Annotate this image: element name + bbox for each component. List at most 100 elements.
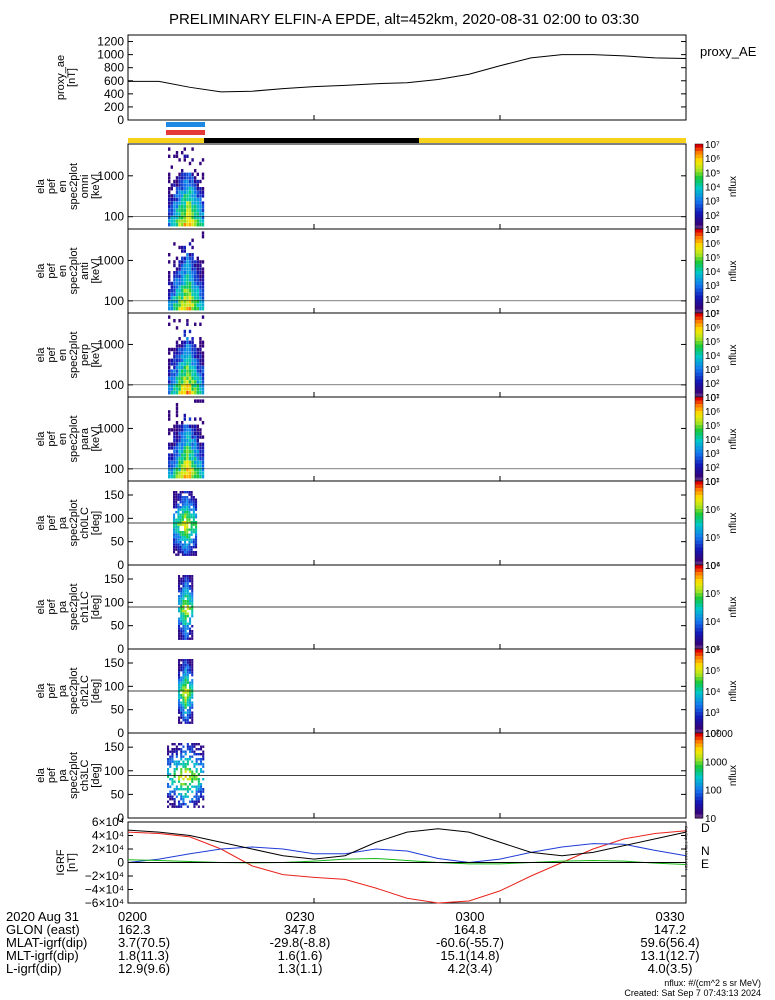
flux-cell [188, 521, 191, 524]
colorbar-cell [695, 807, 703, 812]
flux-cell [177, 503, 180, 506]
panel-frame [127, 312, 687, 398]
flux-cell [180, 607, 183, 610]
flux-cell [178, 278, 181, 282]
flux-cell [168, 176, 171, 180]
flux-cell [178, 428, 181, 432]
flux-cell [195, 763, 198, 766]
flux-cell [183, 201, 186, 205]
flux-cell [178, 760, 181, 763]
flux-cell [199, 387, 202, 391]
flux-cell [186, 531, 189, 534]
flux-cell [201, 187, 205, 191]
flux-cell [175, 526, 178, 529]
colorbar-frame [694, 732, 704, 819]
flux-cell [188, 376, 192, 380]
flux-cell [181, 347, 184, 352]
series-proxy_ae [128, 54, 687, 93]
footer-value: 4.0(3.5) [647, 961, 693, 976]
flux-cell [178, 775, 181, 778]
flux-cell [186, 358, 189, 362]
flux-cell [182, 620, 185, 623]
flux-cell [194, 399, 197, 403]
colorbar-cell [695, 628, 703, 633]
flux-cell [196, 212, 199, 216]
flux-cell [171, 795, 174, 798]
flux-cell [180, 630, 183, 633]
flux-cell [189, 716, 192, 719]
panel-9: ela pef pa spec2plot ch3LC [deg]0501001501010… [35, 729, 739, 825]
flux-cell [191, 659, 194, 662]
colorbar-tick: 10² [705, 379, 720, 390]
flux-cell [201, 303, 205, 307]
flux-cell [168, 281, 171, 286]
flux-cell [184, 770, 187, 773]
flux-cell [201, 289, 205, 293]
flux-cell [200, 745, 203, 748]
flux-cell [191, 457, 194, 461]
colorbar-cell [695, 635, 703, 640]
flux-cell [190, 541, 193, 544]
flux-cell [178, 442, 181, 446]
flux-cell [184, 546, 187, 549]
flux-cell [175, 201, 179, 205]
colorbar-cell [695, 771, 703, 777]
flux-cell [191, 719, 194, 722]
flux-cell [173, 471, 176, 475]
flux-cell [191, 215, 194, 220]
flux-cell [181, 351, 184, 355]
flux-cell [201, 446, 205, 450]
flux-cell [186, 307, 189, 311]
flux-cell [180, 681, 183, 684]
footer-label: MLAT-igrf(dip) [6, 935, 88, 950]
flux-cell [188, 299, 192, 304]
flux-cell [186, 274, 189, 278]
flux-cell [180, 773, 183, 776]
legend-N: N [701, 844, 710, 858]
flux-cell [195, 785, 198, 788]
flux-cell [178, 711, 181, 714]
colorbar-tick: 10000 [705, 729, 733, 740]
flux-cell [177, 493, 180, 496]
flux-cell [201, 442, 205, 446]
flux-cell [175, 449, 179, 454]
flux-cell [178, 575, 181, 578]
flux-cell [201, 231, 205, 235]
flux-cell [183, 457, 186, 461]
flux-cell [183, 219, 186, 223]
flux-cell [175, 344, 179, 348]
flux-cell [188, 212, 192, 216]
flux-cell [184, 590, 187, 593]
flux-cell [168, 442, 171, 446]
flux-cell [194, 194, 197, 198]
colorbar-cell [695, 495, 703, 500]
flux-cell [173, 183, 176, 187]
flux-cell [181, 475, 184, 479]
credit: nflux: #/(cm^2 s sr MeV) Created: Sat Se… [624, 978, 761, 998]
flux-cell [167, 795, 170, 798]
flux-cell [188, 543, 191, 546]
flux-cell [186, 215, 189, 220]
flux-cell [177, 538, 180, 541]
ylabel-line: [deg] [90, 511, 102, 535]
colorbar-cell [695, 680, 703, 685]
flux-cell [168, 347, 171, 352]
colorbar-cell [695, 603, 703, 608]
ytick-label: 0 [117, 113, 124, 127]
flux-cell [181, 256, 184, 260]
flux-cell [178, 446, 181, 450]
flux-cell [180, 750, 183, 753]
flux-cell [195, 748, 198, 751]
colorbar-cell [695, 306, 703, 311]
flux-cell [181, 521, 184, 524]
flux-cell [188, 194, 192, 198]
flux-cell [175, 351, 179, 355]
colorbar-cell [695, 442, 703, 447]
flux-cell [168, 179, 171, 184]
colorbar-tick: 10⁷ [705, 225, 720, 236]
flux-cell [182, 671, 185, 674]
series-igrf-total [127, 828, 687, 860]
flux-cell [181, 421, 184, 425]
flux-cell [178, 610, 181, 613]
